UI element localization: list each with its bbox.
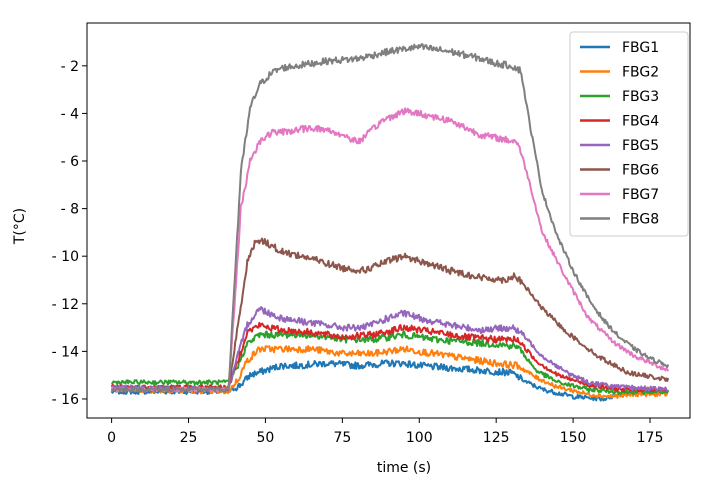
- x-tick-label: 0: [107, 430, 116, 446]
- legend-label-fbg6: FBG6: [622, 163, 659, 179]
- legend-label-fbg8: FBG8: [622, 212, 659, 228]
- y-tick-label: - 16: [52, 392, 79, 408]
- series-line-fbg1: [110, 359, 669, 402]
- legend-label-fbg3: FBG3: [622, 89, 659, 105]
- plot-frame: [86, 22, 691, 419]
- y-tick-label: - 6: [61, 154, 80, 170]
- plot-area: [86, 22, 691, 419]
- x-tick-label: 175: [637, 430, 664, 446]
- legend-box: [569, 31, 689, 237]
- x-tick-label: 25: [180, 430, 198, 446]
- legend: FBG1 FBG2 FBG3 FBG4 FBG5 FBG6 FBG7 FBG8: [569, 31, 689, 237]
- x-tick-label: 125: [483, 430, 510, 446]
- legend-label-fbg5: FBG5: [622, 138, 659, 154]
- legend-label-fbg2: FBG2: [622, 65, 659, 81]
- y-tick-label: - 2: [61, 59, 79, 75]
- y-tick-label: - 14: [52, 344, 79, 360]
- y-axis-label: T(°C): [12, 208, 28, 245]
- x-axis: 0 25 50 75 100 125 150 175: [107, 418, 663, 446]
- x-tick-label: 75: [333, 430, 351, 446]
- legend-label-fbg4: FBG4: [622, 114, 659, 130]
- x-tick-label: 150: [560, 430, 587, 446]
- series-line-fbg8: [111, 43, 670, 393]
- y-tick-label: - 4: [61, 106, 80, 122]
- y-axis: - 16 - 14 - 12 - 10 - 8 - 6 - 4 - 2: [52, 59, 87, 408]
- y-tick-label: - 10: [52, 249, 79, 265]
- y-tick-label: - 8: [61, 202, 79, 218]
- x-tick-label: 100: [406, 430, 433, 446]
- y-tick-label: - 12: [52, 297, 79, 313]
- x-tick-label: 50: [257, 430, 275, 446]
- x-axis-label: time (s): [377, 460, 431, 476]
- legend-label-fbg7: FBG7: [622, 187, 659, 203]
- legend-label-fbg1: FBG1: [622, 40, 659, 56]
- series-line-fbg3: [110, 330, 670, 395]
